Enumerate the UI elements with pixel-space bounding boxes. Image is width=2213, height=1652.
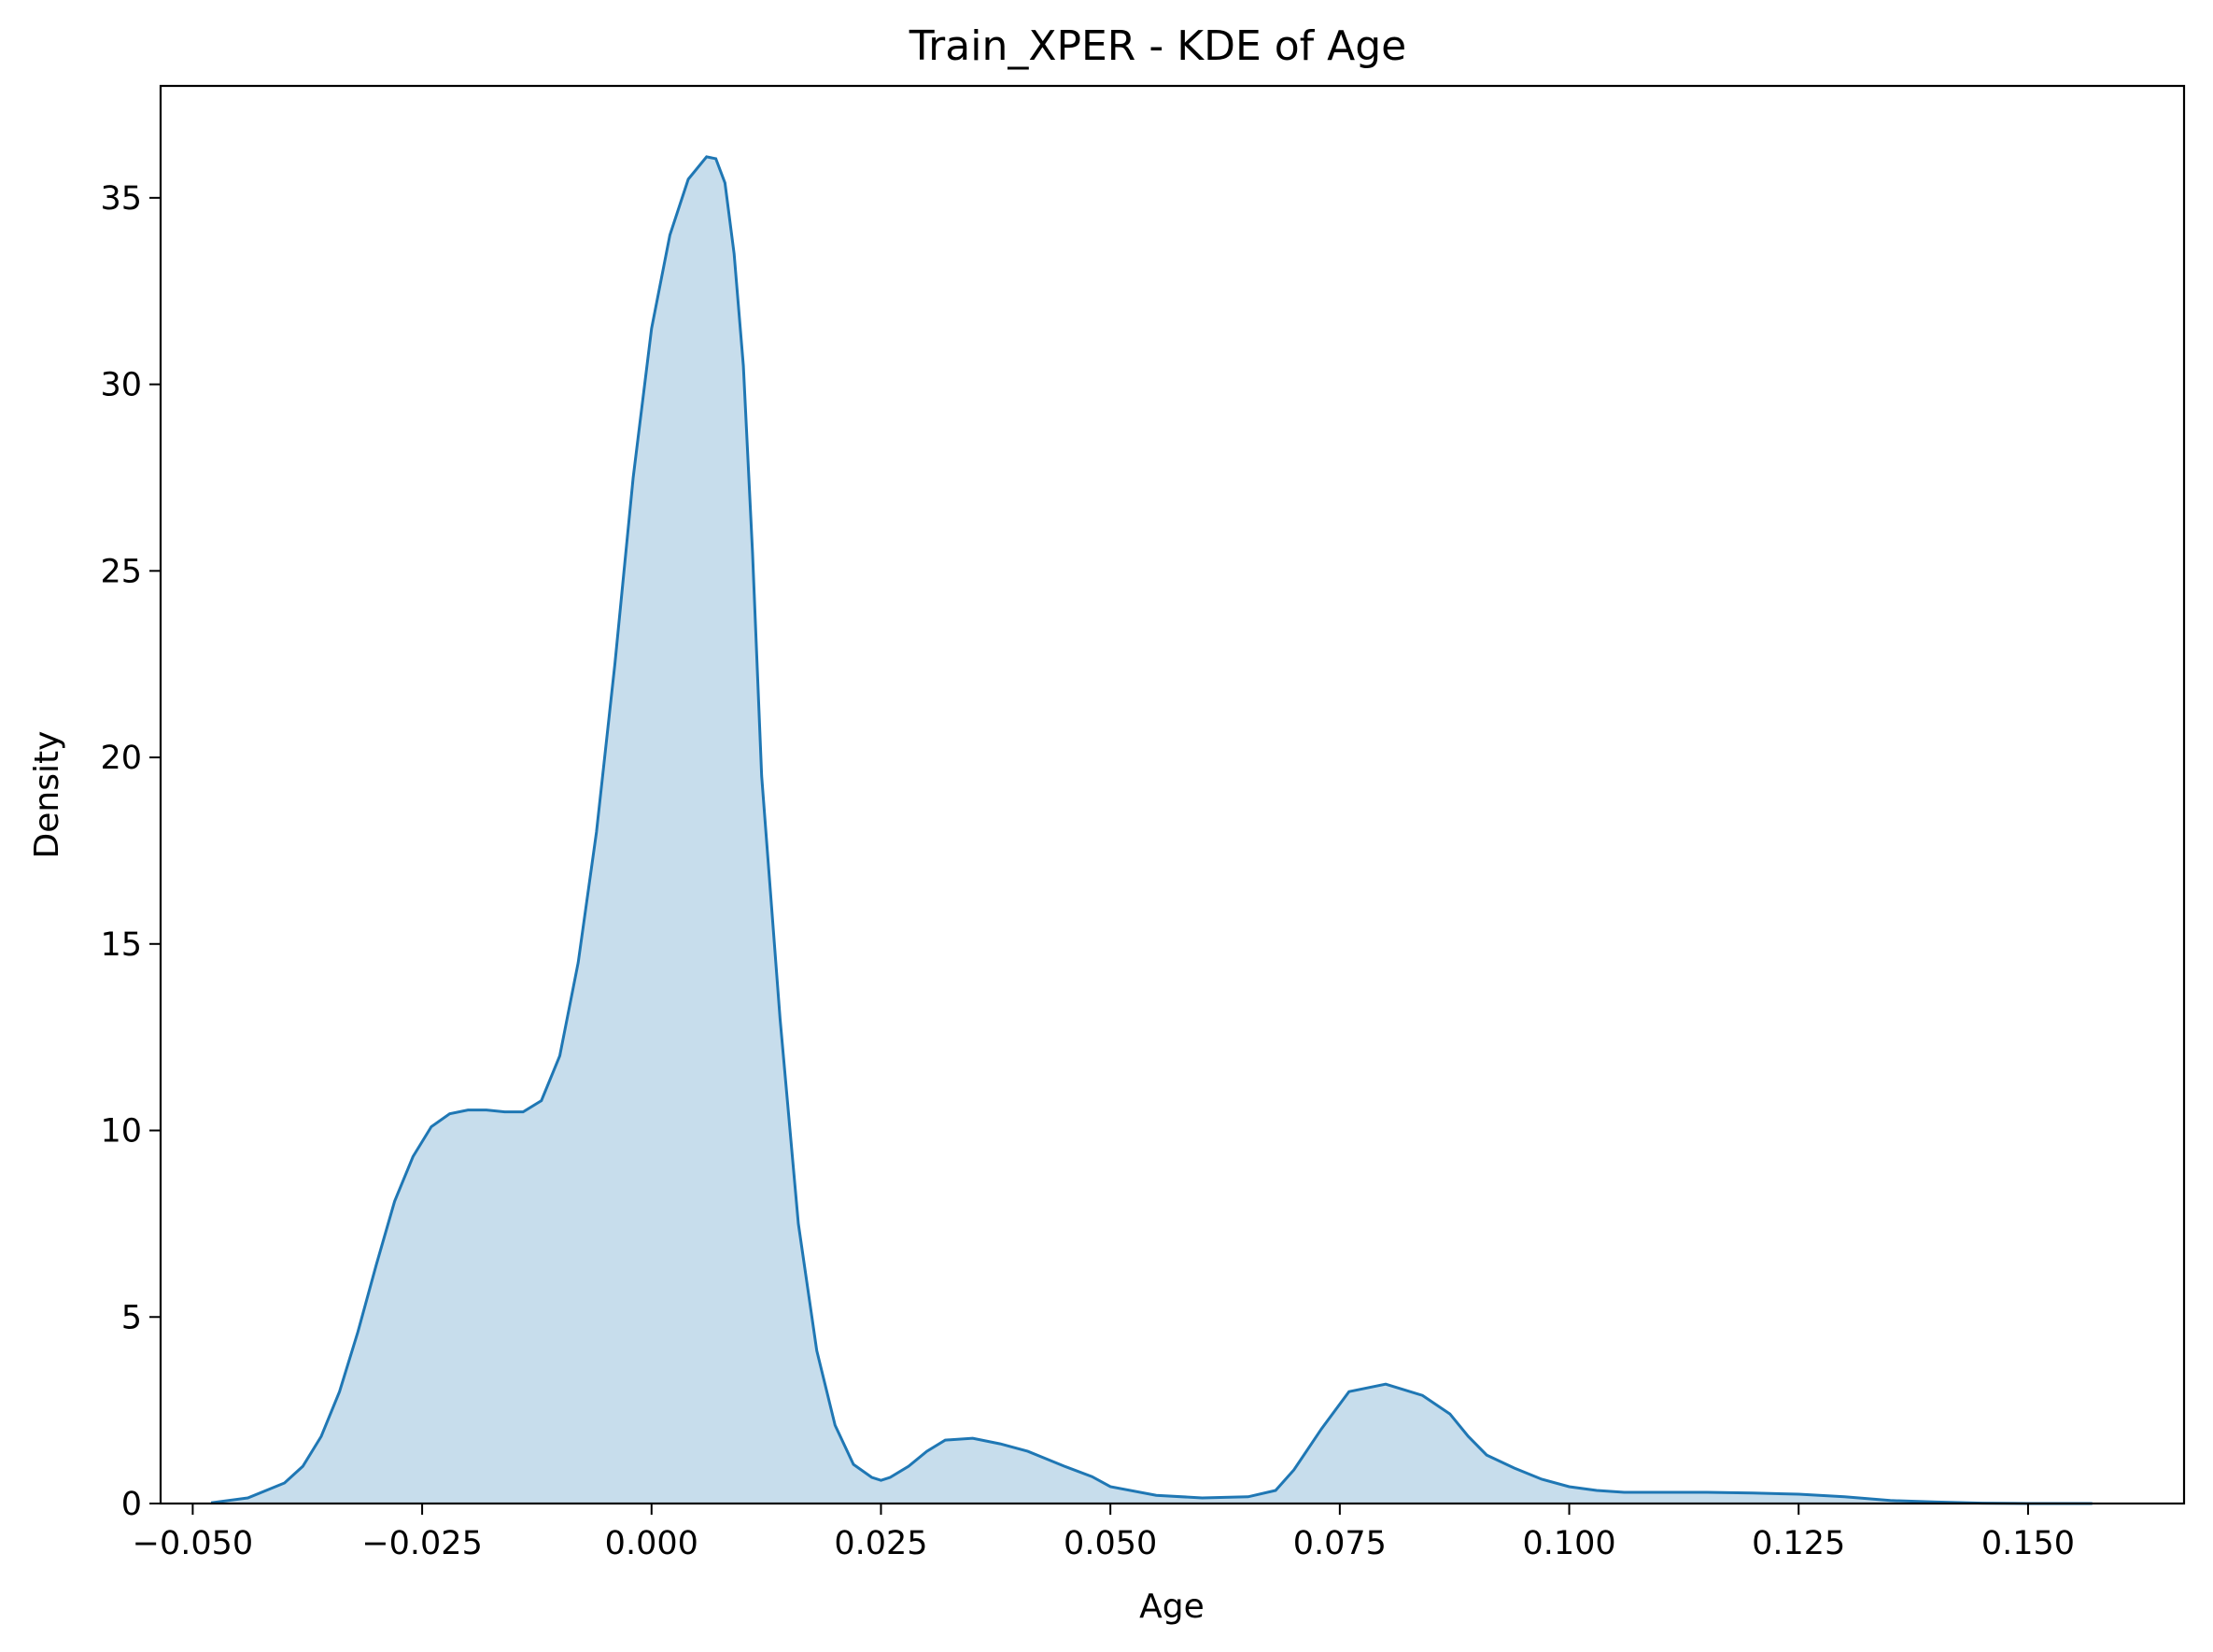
y-tick-label: 25	[100, 553, 142, 590]
x-axis-label: Age	[1139, 1588, 1205, 1626]
y-tick-label: 5	[121, 1299, 142, 1336]
x-tick-label: 0.025	[834, 1525, 927, 1562]
x-tick-label: 0.100	[1522, 1525, 1615, 1562]
x-tick-label: −0.025	[361, 1525, 483, 1562]
y-tick-label: 0	[121, 1486, 142, 1523]
x-tick-label: 0.150	[1981, 1525, 2075, 1562]
y-tick-label: 20	[100, 740, 142, 777]
x-tick-label: 0.125	[1752, 1525, 1845, 1562]
axes-frame	[159, 84, 2186, 1505]
y-tick-label: 15	[100, 926, 142, 964]
x-tick-label: 0.075	[1293, 1525, 1387, 1562]
y-tick-label: 35	[100, 180, 142, 218]
x-tick-label: 0.050	[1064, 1525, 1157, 1562]
y-tick-label: 30	[100, 367, 142, 404]
kde-density-line	[210, 155, 2093, 1505]
kde-area-fill	[211, 156, 2093, 1504]
y-tick-label: 10	[100, 1113, 142, 1151]
y-axis-label: Density	[28, 731, 66, 859]
x-tick-label: 0.000	[605, 1525, 698, 1562]
chart-title: Train_XPER - KDE of Age	[909, 22, 1407, 70]
x-axis-ticks: −0.050 −0.025 0.000 0.025 0.050 0.075 0.100 0.1…	[133, 1504, 2075, 1562]
y-axis-ticks: 0 5 10 15 20 25 30 35	[100, 180, 161, 1523]
x-tick-label: −0.050	[133, 1525, 254, 1562]
plot-area	[210, 155, 2093, 1505]
